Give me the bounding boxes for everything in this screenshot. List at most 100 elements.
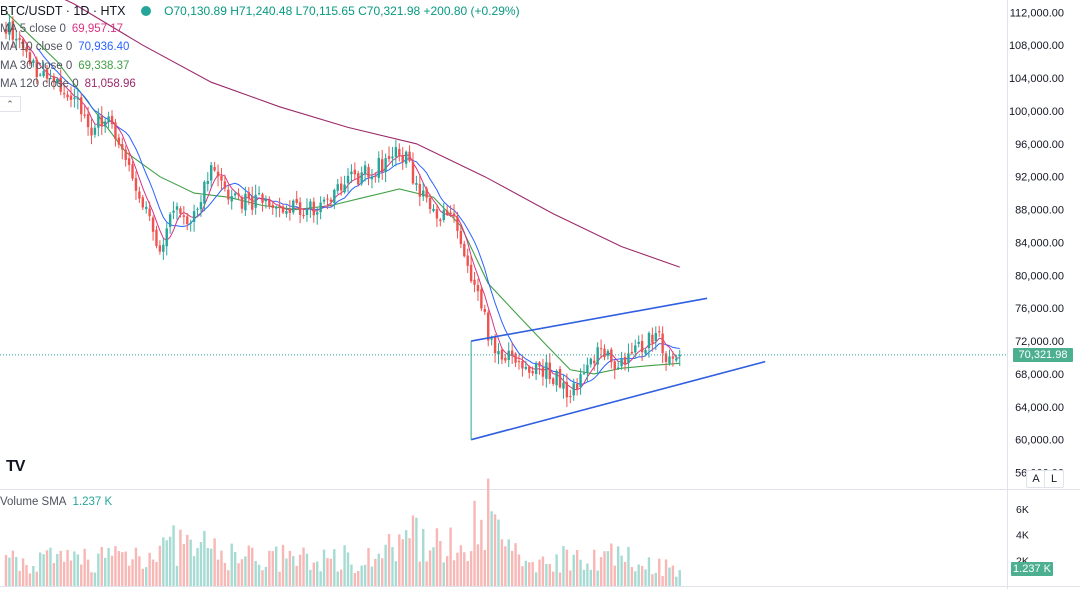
volume-bar <box>11 550 15 586</box>
candle-body <box>32 60 35 64</box>
candle-body <box>110 115 114 125</box>
legend-ma120[interactable]: MA 120 close 0 81,058.96 <box>0 77 136 91</box>
candle-body <box>558 369 562 388</box>
candle-body <box>565 382 569 398</box>
tradingview-logo-icon[interactable]: TV <box>6 458 25 475</box>
candle-body <box>476 285 480 292</box>
volume-bar <box>52 563 56 586</box>
volume-bar <box>25 565 28 586</box>
candle-body <box>524 366 528 369</box>
volume-bar <box>493 514 497 586</box>
symbol-title[interactable]: BTC/USDT · 1D · HTX <box>0 4 126 18</box>
volume-bar <box>463 552 466 586</box>
volume-bar <box>319 571 322 586</box>
volume-bar <box>357 571 360 586</box>
volume-bar <box>599 557 603 586</box>
candle-body <box>589 358 593 365</box>
ma10-name: MA 10 close 0 <box>0 41 73 53</box>
volume-bar <box>45 550 49 586</box>
volume-bar <box>452 560 456 586</box>
ma30-name: MA 30 close 0 <box>0 60 73 72</box>
volume-bar <box>18 570 21 586</box>
candle-body <box>449 212 452 215</box>
volume-bar <box>49 547 52 586</box>
volume-bar <box>545 563 548 586</box>
volume-bar <box>192 556 196 586</box>
auto-scale-button[interactable]: A <box>1026 470 1046 488</box>
candle-body <box>487 312 490 341</box>
candle-body <box>223 181 227 189</box>
volume-bar <box>476 544 480 586</box>
volume-bar <box>97 553 100 586</box>
candle-body <box>103 121 107 127</box>
candle-body <box>52 76 56 83</box>
candle-body <box>285 210 288 214</box>
candle-body <box>408 151 411 161</box>
candle-body <box>425 188 428 198</box>
volume-bar <box>73 551 76 586</box>
candle-body <box>387 156 391 159</box>
volume-bar <box>155 562 158 586</box>
candle-body <box>634 345 637 353</box>
candle-body <box>411 161 415 184</box>
volume-bar <box>654 572 657 586</box>
volume-bar <box>381 558 384 586</box>
volume-bar <box>145 567 148 586</box>
candle-body <box>664 353 668 362</box>
candle-body <box>127 158 131 166</box>
candle-body <box>661 333 664 354</box>
candle-body <box>8 21 11 35</box>
candle-body <box>86 114 90 128</box>
log-scale-button[interactable]: L <box>1044 470 1064 488</box>
volume-bar <box>343 545 346 586</box>
volume-bar <box>35 571 38 586</box>
candle-body <box>117 137 121 145</box>
volume-bar <box>295 565 298 586</box>
volume-bar <box>165 540 168 586</box>
legend-ma5[interactable]: MA 5 close 0 69,957.17 <box>0 22 123 36</box>
volume-bar <box>62 561 66 586</box>
volume-bar <box>83 548 86 586</box>
candle-body <box>319 202 322 213</box>
candle-body <box>343 184 346 193</box>
volume-bar <box>186 534 189 586</box>
volume-bar <box>596 570 599 586</box>
candle-body <box>15 38 18 41</box>
candle-body <box>534 364 538 374</box>
volume-bar <box>449 527 452 586</box>
volume-bar <box>487 478 490 586</box>
candle-body <box>586 364 589 373</box>
collapse-legend-button[interactable]: ⌃ <box>0 96 21 112</box>
volume-bar <box>254 561 257 586</box>
volume-bar <box>541 556 545 586</box>
volume-bar <box>514 543 517 586</box>
candle-body <box>463 243 466 257</box>
volume-bar <box>114 546 117 586</box>
volume-bar <box>210 548 213 586</box>
candle-body <box>165 228 168 247</box>
volume-bar <box>445 556 449 586</box>
candle-body <box>271 204 274 209</box>
volume-bar <box>620 555 623 586</box>
volume-bar <box>227 570 230 586</box>
candle-body <box>49 77 52 79</box>
volume-bar <box>483 549 486 586</box>
legend-ma30[interactable]: MA 30 close 0 69,338.37 <box>0 59 129 73</box>
volume-bar <box>435 528 439 586</box>
volume-bar <box>415 517 418 586</box>
volume-bar <box>288 550 292 586</box>
candle-body <box>350 171 353 175</box>
legend-ma10[interactable]: MA 10 close 0 70,936.40 <box>0 40 129 54</box>
volume-bar <box>593 549 596 586</box>
candle-body <box>216 171 220 177</box>
volume-bar <box>223 562 227 586</box>
volume-bar <box>199 542 203 586</box>
volume-bar <box>394 561 398 586</box>
legend-volume[interactable]: Volume SMA 1.237 K <box>0 495 112 509</box>
volume-bar <box>671 565 675 586</box>
volume-bar <box>124 551 127 586</box>
ma120-name: MA 120 close 0 <box>0 78 79 90</box>
candle-body <box>490 338 493 340</box>
